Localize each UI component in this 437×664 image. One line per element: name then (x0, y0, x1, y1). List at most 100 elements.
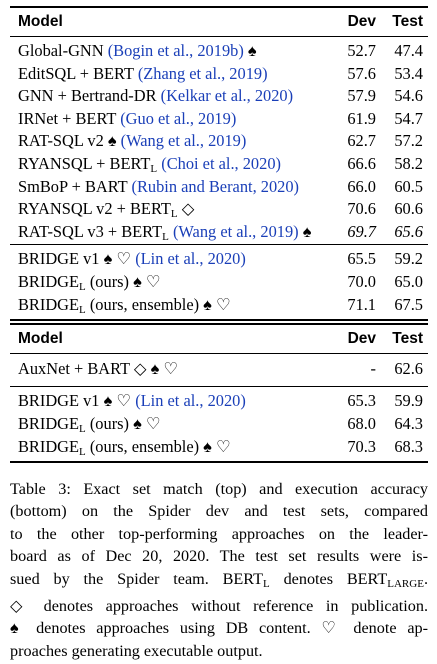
caption-line: Table 3: Exact set match (top) and execu… (10, 480, 428, 498)
test-score: 68.3 (394, 437, 423, 456)
model-name-cell: AuxNet + BART ◇ ♠ ♡ (18, 358, 178, 380)
table-row: BRIDGE v1 ♠ ♡ (Lin et al., 2020) 65.5 59.2 (10, 248, 428, 270)
caption-text: sued by the Spider team. BERT (10, 569, 263, 588)
header-rule (10, 36, 428, 37)
model-name-cell: RAT-SQL v2 ♠ (Wang et al., 2019) (18, 130, 246, 152)
model-name-cell: BRIDGEL (ours) ♠ ♡ (18, 413, 161, 440)
model-name: BRIDGE (18, 295, 80, 314)
citation-link: (Guo et al., 2019) (120, 108, 237, 128)
test-score: 62.6 (394, 359, 423, 378)
model-name: RAT-SQL v3 + BERT (18, 221, 163, 241)
model-name-cell: BRIDGE v1 ♠ ♡ (Lin et al., 2020) (18, 248, 246, 270)
dev-score: 65.3 (347, 391, 376, 410)
citation-link: (Lin et al., 2020) (135, 391, 246, 410)
citation-link: (Wang et al., 2019) (120, 131, 247, 151)
model-name-suffix: (ours, ensemble) ♠ ♡ (85, 295, 231, 314)
dev-score: 70.6 (347, 199, 376, 219)
table-row: SmBoP + BART (Rubin and Berant, 2020) 66.… (10, 176, 428, 198)
caption-subscript: L (263, 577, 270, 590)
header-dev: Dev (347, 13, 376, 30)
model-subscript: L (79, 304, 86, 316)
dev-score: 68.0 (347, 414, 376, 433)
model-name: BRIDGE (18, 414, 80, 433)
dev-score: 57.6 (347, 63, 376, 83)
header-model: Model (18, 330, 63, 347)
table-row: EditSQL + BERT (Zhang et al., 2019) 57.6 5… (10, 63, 428, 85)
group-rule (10, 244, 428, 245)
model-name: AuxNet + BART ◇ ♠ ♡ (18, 359, 179, 378)
header-test: Test (392, 13, 423, 30)
model-name-suffix: (ours, ensemble) ♠ ♡ (85, 437, 231, 456)
caption-line: sued by the Spider team. BERTL denotes B… (10, 568, 428, 595)
table-row: AuxNet + BART ◇ ♠ ♡ -62.6 (10, 358, 428, 380)
test-score: 67.5 (394, 295, 423, 314)
model-name-cell: RAT-SQL v3 + BERTL (Wang et al., 2019) ♠ (18, 221, 311, 248)
top-header-row: Model Dev Test (10, 11, 428, 33)
test-score: 58.2 (394, 154, 423, 173)
dev-score: 70.0 (347, 272, 376, 291)
model-subscript: L (79, 281, 86, 293)
caption-text: . (423, 569, 428, 588)
model-name-suffix: (ours) ♠ ♡ (85, 272, 161, 291)
group-rule (10, 386, 428, 387)
dev-score: 71.1 (347, 295, 376, 314)
model-name: RYANSQL + BERT (18, 154, 151, 173)
citation-link: (Wang et al., 2019) (168, 221, 299, 241)
header-rule (10, 353, 428, 354)
citation-link: (Rubin and Berant, 2020) (131, 176, 300, 196)
approach-symbol: ◇ (177, 199, 195, 219)
test-score: 65.6 (394, 221, 423, 241)
citation-link: (Kelkar et al., 2020) (160, 86, 294, 106)
table-caption: Table 3: Exact set match (top) and execu… (10, 478, 428, 662)
model-name: IRNet + BERT (18, 108, 121, 128)
model-name-cell: RYANSQL + BERTL (Choi et al., 2020) (18, 153, 281, 180)
bottom-rule (10, 461, 428, 463)
test-score: 53.4 (394, 63, 423, 83)
table-row: BRIDGEL (ours) ♠ ♡ 70.0 65.0 (10, 271, 428, 293)
dev-score: 69.7 (347, 221, 376, 241)
caption-line: board as of Dec 20, 2020. The test set r… (10, 547, 428, 566)
table-row: Global-GNN (Bogin et al., 2019b) ♠ 52.7 47… (10, 40, 428, 62)
dev-score: 65.5 (347, 249, 376, 268)
model-name-cell: Global-GNN (Bogin et al., 2019b) ♠ (18, 40, 257, 62)
model-name-cell: IRNet + BERT (Guo et al., 2019) (18, 108, 236, 130)
model-name-cell: EditSQL + BERT (Zhang et al., 2019) (18, 63, 268, 85)
model-name: BRIDGE v1 ♠ ♡ (18, 249, 136, 268)
dev-score: 66.6 (347, 154, 376, 173)
top-rule (10, 6, 428, 8)
test-score: 60.6 (394, 199, 423, 219)
citation-link: (Bogin et al., 2019b) (107, 41, 244, 60)
citation-link: (Lin et al., 2020) (135, 249, 246, 268)
test-score: 60.5 (394, 176, 423, 196)
table-row: BRIDGE v1 ♠ ♡ (Lin et al., 2020) 65.3 59.9 (10, 390, 428, 412)
caption-line: proaches generating executable output. (10, 641, 263, 660)
test-score: 64.3 (394, 414, 423, 433)
dev-score: 66.0 (347, 176, 376, 196)
table-row: BRIDGEL (ours, ensemble) ♠ ♡ 70.3 68.3 (10, 436, 428, 458)
model-name: BRIDGE (18, 437, 80, 456)
model-name-suffix: (ours) ♠ ♡ (85, 414, 161, 433)
caption-line: to the other top-performing approaches o… (10, 524, 428, 543)
table-row: RAT-SQL v2 ♠ (Wang et al., 2019) 62.7 57.2 (10, 130, 428, 152)
model-name: BRIDGE (18, 272, 80, 291)
test-score: 59.2 (394, 249, 423, 268)
dev-score: 52.7 (347, 41, 376, 60)
header-dev: Dev (347, 330, 376, 347)
model-name-cell: BRIDGEL (ours, ensemble) ♠ ♡ (18, 436, 231, 463)
model-name-cell: BRIDGE v1 ♠ ♡ (Lin et al., 2020) (18, 390, 246, 412)
caption-subscript: LARGE (387, 577, 424, 590)
dev-score: - (370, 359, 376, 378)
table-row: RYANSQL + BERTL (Choi et al., 2020) 66.6 5… (10, 153, 428, 175)
table-row: BRIDGEL (ours, ensemble) ♠ ♡ 71.1 67.5 (10, 294, 428, 316)
citation-link: (Zhang et al., 2019) (137, 63, 268, 83)
dev-score: 70.3 (347, 437, 376, 456)
model-subscript: L (162, 230, 169, 243)
dev-score: 57.9 (347, 86, 376, 106)
model-name-cell: BRIDGEL (ours) ♠ ♡ (18, 271, 161, 298)
model-name-cell: BRIDGEL (ours, ensemble) ♠ ♡ (18, 294, 231, 321)
header-test: Test (392, 330, 423, 347)
table-row: RYANSQL v2 + BERTL ◇ 70.6 60.6 (10, 198, 428, 220)
model-name: RAT-SQL v2 ♠ (18, 131, 121, 151)
test-score: 57.2 (394, 131, 423, 151)
model-name-cell: SmBoP + BART (Rubin and Berant, 2020) (18, 176, 299, 198)
